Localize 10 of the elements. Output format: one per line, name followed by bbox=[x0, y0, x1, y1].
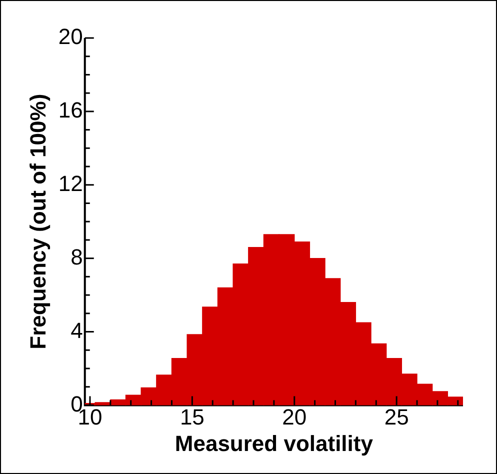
x-tick-label: 20 bbox=[282, 404, 307, 430]
y-tick-label: 12 bbox=[58, 170, 83, 196]
x-tick-label: 15 bbox=[180, 404, 204, 430]
y-tick-label: 8 bbox=[70, 244, 83, 270]
y-tick-label: 4 bbox=[70, 318, 83, 343]
y-tick-label: 16 bbox=[58, 98, 83, 123]
y-axis-title: Frequency (out of 100%) bbox=[25, 94, 50, 350]
x-tick-label: 25 bbox=[384, 404, 409, 430]
y-tick-label: 20 bbox=[58, 24, 83, 50]
x-axis-title: Measured volatility bbox=[174, 430, 374, 456]
